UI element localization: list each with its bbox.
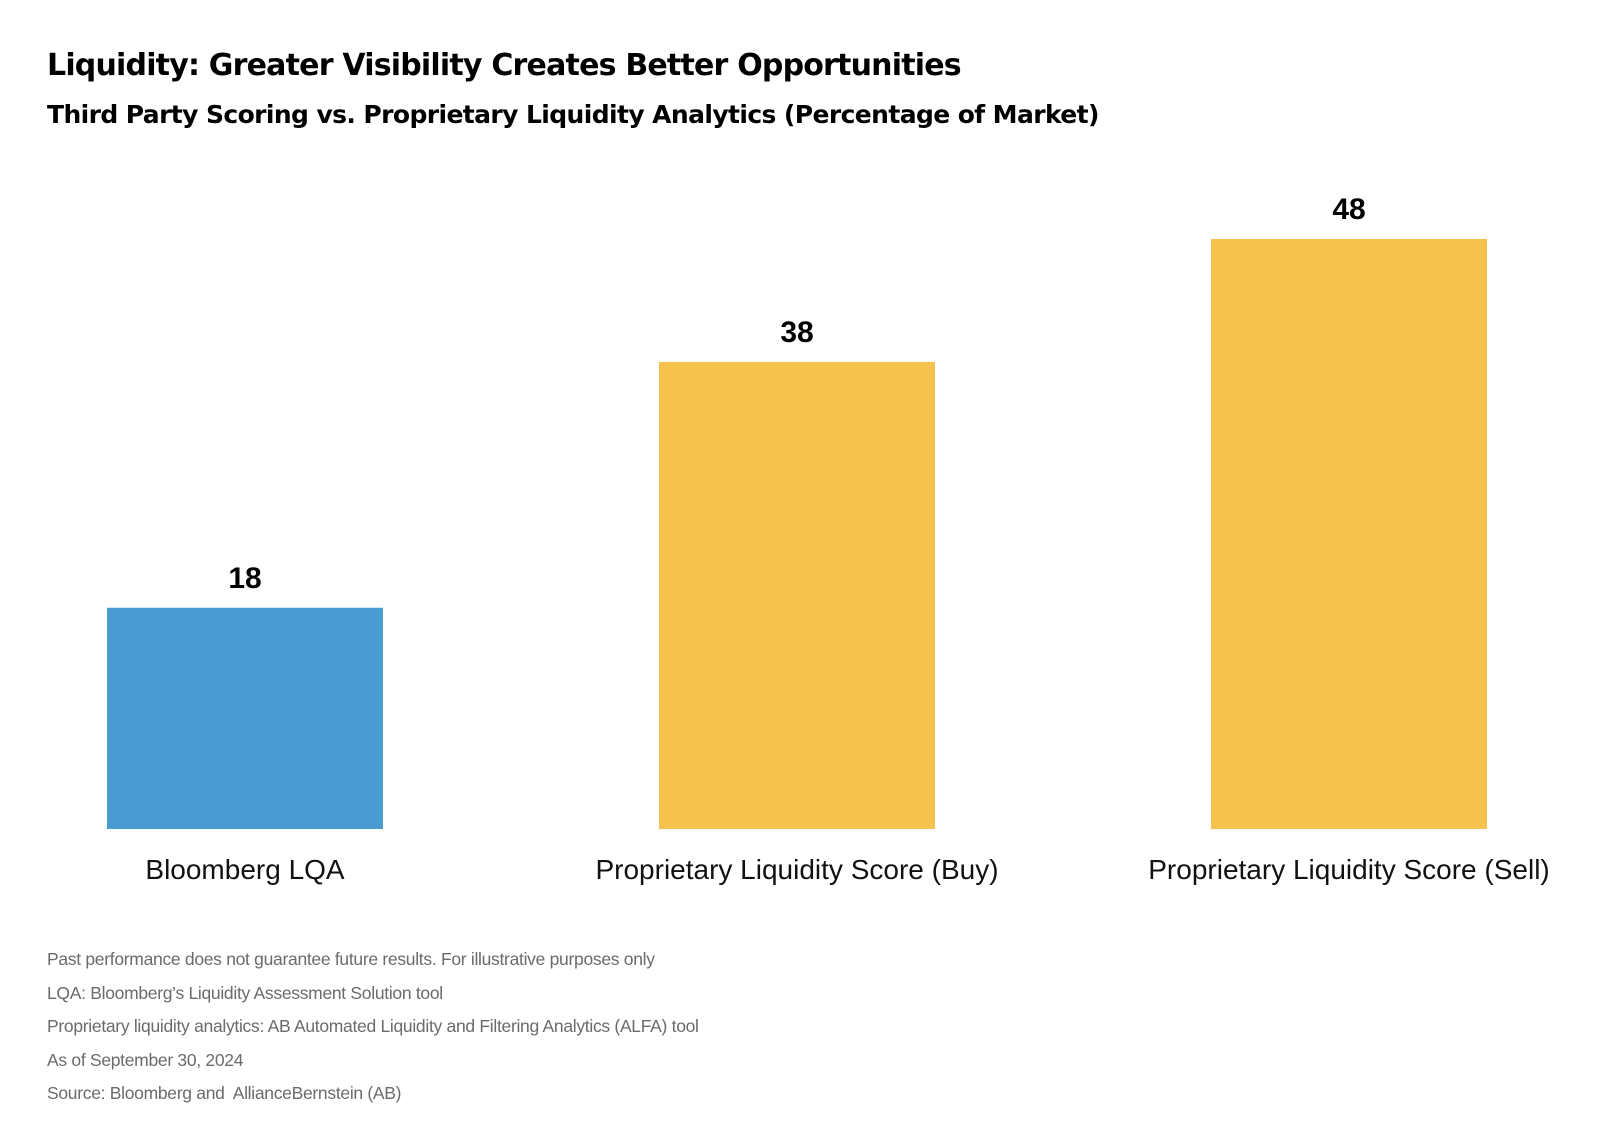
data-label-3: 48 <box>1332 193 1365 226</box>
bar-chart: 18 Bloomberg LQA 38 Proprietary Liquidity S… <box>107 193 1550 885</box>
category-label-3: Proprietary Liquidity Score (Sell) <box>1148 854 1550 885</box>
category-label-2: Proprietary Liquidity Score (Buy) <box>595 854 998 885</box>
footnote-alfa: Proprietary liquidity analytics: AB Auto… <box>47 1016 699 1036</box>
chart-subtitle: Third Party Scoring vs. Proprietary Liqu… <box>47 100 1099 129</box>
data-label-1: 18 <box>228 562 261 595</box>
bar-2 <box>659 361 935 829</box>
footnote-lqa: LQA: Bloomberg’s Liquidity Assessment So… <box>47 982 443 1003</box>
footnote-source: Source: Bloomberg and AllianceBernstein … <box>47 1083 402 1103</box>
chart-title: Liquidity: Greater Visibility Creates Be… <box>47 48 962 83</box>
bar-3 <box>1211 239 1487 829</box>
footnote-date: As of September 30, 2024 <box>47 1049 244 1070</box>
footnotes: Past performance does not guarantee futu… <box>47 943 699 1111</box>
data-label-2: 38 <box>780 316 813 349</box>
bar-1 <box>107 607 383 829</box>
footnote-disclaimer: Past performance does not guarantee futu… <box>47 949 655 969</box>
category-label-1: Bloomberg LQA <box>145 854 345 885</box>
